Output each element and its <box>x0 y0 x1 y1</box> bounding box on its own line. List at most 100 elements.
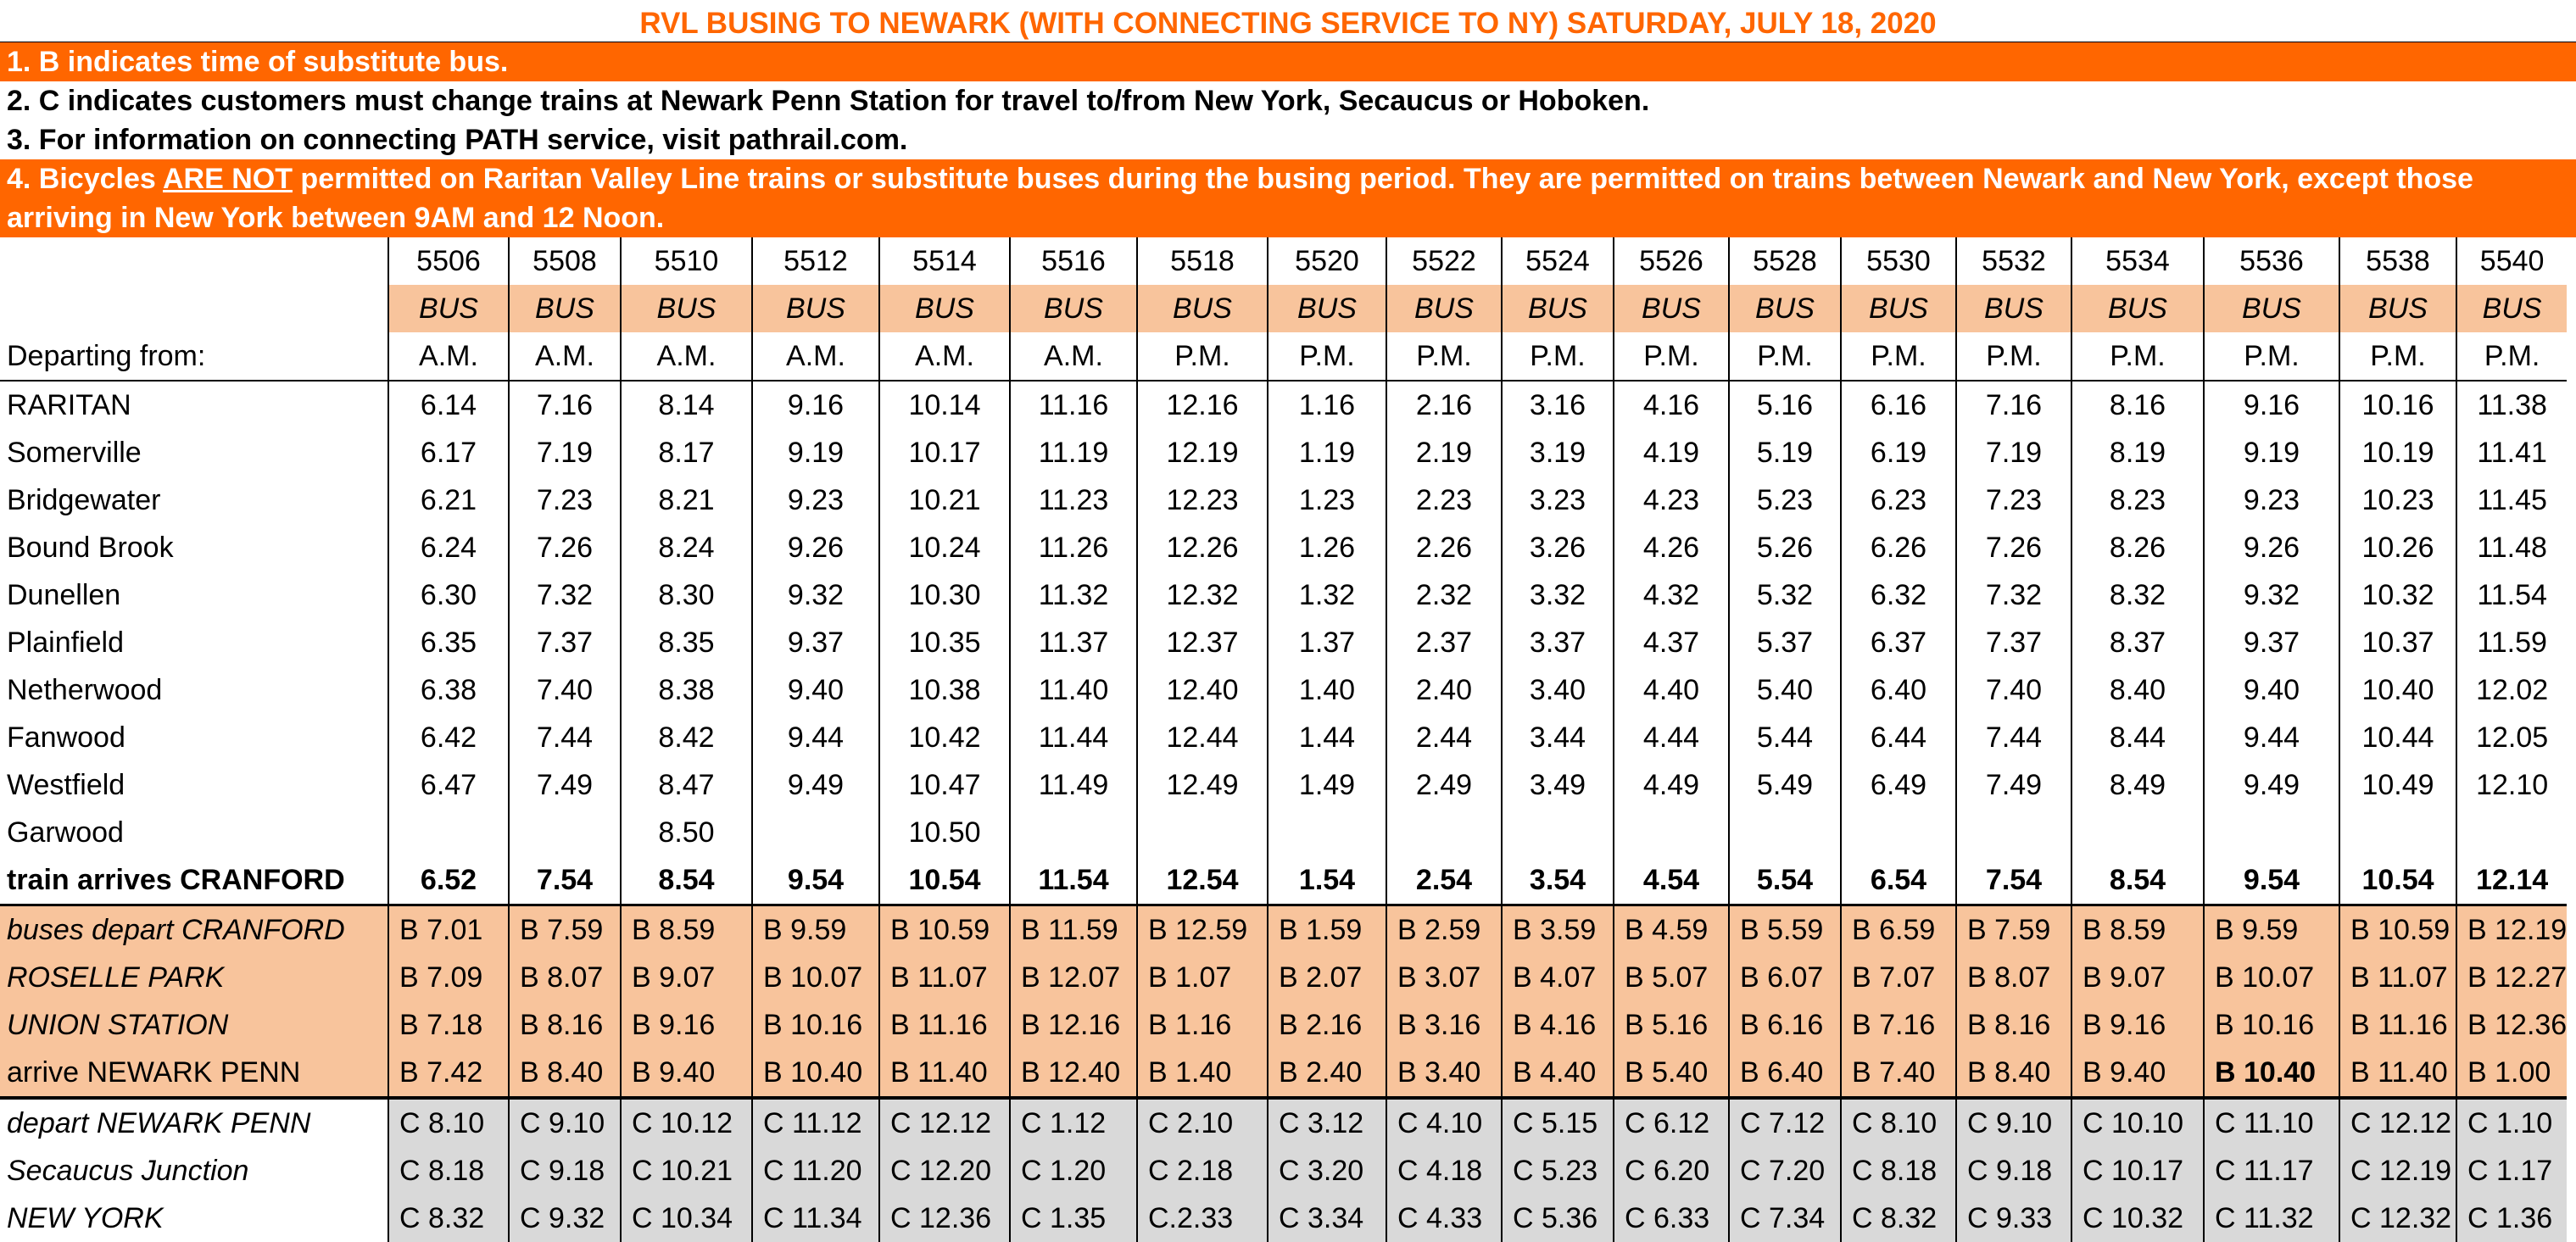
departure-time: 10.32 <box>2339 571 2456 619</box>
arrival-time: 11.54 <box>1009 856 1137 905</box>
departure-time: 1.19 <box>1267 429 1386 476</box>
departure-time: 7.16 <box>508 381 621 429</box>
departure-time: 6.42 <box>388 714 509 761</box>
arrival-time: 10.54 <box>878 856 1010 905</box>
connecting-time: C 1.10 <box>2455 1096 2568 1147</box>
mode-badge: BUS <box>1009 285 1137 332</box>
bus-time: B 10.59 <box>2339 904 2456 954</box>
departure-time: 4.37 <box>1613 619 1729 666</box>
departure-time: 6.32 <box>1840 571 1956 619</box>
ampm-marker: P.M. <box>1386 332 1502 382</box>
departure-time: 7.26 <box>508 524 621 571</box>
train-number: 5528 <box>1728 237 1841 285</box>
bus-time: B 1.16 <box>1136 1001 1268 1049</box>
departure-time: 12.10 <box>2455 761 2568 809</box>
bus-row: buses depart CRANFORD B 7.01 B 7.59 B 8.59 B… <box>0 904 2568 954</box>
departure-time: 4.26 <box>1613 524 1729 571</box>
departure-time: 3.37 <box>1501 619 1614 666</box>
departure-time: 7.19 <box>1955 429 2071 476</box>
connecting-time: C 8.18 <box>388 1147 509 1195</box>
bus-time: B 5.16 <box>1613 1001 1729 1049</box>
station-row: Fanwood 6.42 7.44 8.42 9.44 10.42 11.44 12.44 1.… <box>0 714 2568 761</box>
mode-badge: BUS <box>1267 285 1386 332</box>
departure-time: 8.37 <box>2071 619 2204 666</box>
bus-time: B 11.16 <box>2339 1001 2456 1049</box>
departure-time: 9.23 <box>751 476 879 524</box>
bus-time: B 7.59 <box>1955 904 2071 954</box>
departure-time: 12.26 <box>1136 524 1268 571</box>
connecting-time: C 9.18 <box>508 1147 621 1195</box>
arrival-time: 4.54 <box>1613 856 1729 905</box>
bus-time: B 10.16 <box>2203 1001 2339 1049</box>
train-number: 5536 <box>2203 237 2339 285</box>
bus-time: B 10.40 <box>2203 1049 2339 1098</box>
connecting-row: NEW YORK C 8.32 C 9.32 C 10.34 C 11.34 C 12.3… <box>0 1195 2568 1242</box>
arrival-time: 5.54 <box>1728 856 1841 905</box>
bus-stop-name: ROSELLE PARK <box>0 954 389 1001</box>
departure-time: 7.32 <box>1955 571 2071 619</box>
connecting-time: C 10.12 <box>620 1096 752 1147</box>
station-name: RARITAN <box>0 381 389 429</box>
bus-time: B 1.59 <box>1267 904 1386 954</box>
departure-time <box>1386 809 1502 856</box>
departure-time: 10.47 <box>878 761 1010 809</box>
train-number: 5538 <box>2339 237 2456 285</box>
bus-time: B 8.07 <box>508 954 621 1001</box>
bus-time: B 9.16 <box>620 1001 752 1049</box>
departure-time: 2.49 <box>1386 761 1502 809</box>
departure-time: 8.49 <box>2071 761 2204 809</box>
bus-time: B 4.07 <box>1501 954 1614 1001</box>
connecting-time: C 8.10 <box>1840 1096 1956 1147</box>
departure-time: 6.19 <box>1840 429 1956 476</box>
departure-time: 3.23 <box>1501 476 1614 524</box>
departure-time: 10.26 <box>2339 524 2456 571</box>
station-name: Dunellen <box>0 571 389 619</box>
departure-time: 8.50 <box>620 809 752 856</box>
departure-time: 6.14 <box>388 381 509 429</box>
connecting-time: C 11.20 <box>751 1147 879 1195</box>
ampm-marker: A.M. <box>388 332 509 382</box>
connecting-time: C 12.19 <box>2339 1147 2456 1195</box>
bus-time: B 4.40 <box>1501 1049 1614 1098</box>
departure-time: 7.32 <box>508 571 621 619</box>
bus-time: B 9.07 <box>2071 954 2204 1001</box>
bus-time: B 8.59 <box>2071 904 2204 954</box>
departure-time: 7.37 <box>508 619 621 666</box>
departure-time <box>2071 809 2204 856</box>
bus-time: B 3.59 <box>1501 904 1614 954</box>
departure-time: 5.44 <box>1728 714 1841 761</box>
bus-time: B 7.16 <box>1840 1001 1956 1049</box>
departure-time: 11.54 <box>2455 571 2568 619</box>
connecting-time: C 4.18 <box>1386 1147 1502 1195</box>
connecting-row: Secaucus Junction C 8.18 C 9.18 C 10.21 C 11… <box>0 1147 2568 1195</box>
departure-time: 9.19 <box>751 429 879 476</box>
connecting-time: C 10.34 <box>620 1195 752 1242</box>
mode-badge: BUS <box>1501 285 1614 332</box>
departure-time: 2.32 <box>1386 571 1502 619</box>
station-name: Fanwood <box>0 714 389 761</box>
departure-time: 10.49 <box>2339 761 2456 809</box>
train-number: 5506 <box>388 237 509 285</box>
mode-badge: BUS <box>2455 285 2568 332</box>
departure-time: 2.37 <box>1386 619 1502 666</box>
connecting-time: C 3.34 <box>1267 1195 1386 1242</box>
departure-time: 9.32 <box>751 571 879 619</box>
bus-time: B 5.07 <box>1613 954 1729 1001</box>
departure-time: 1.32 <box>1267 571 1386 619</box>
departure-time: 6.16 <box>1840 381 1956 429</box>
departure-time: 9.49 <box>2203 761 2339 809</box>
departure-time: 2.44 <box>1386 714 1502 761</box>
mode-badge: BUS <box>508 285 621 332</box>
train-number: 5508 <box>508 237 621 285</box>
departure-time: 4.49 <box>1613 761 1729 809</box>
connecting-time: C 5.15 <box>1501 1096 1614 1147</box>
bus-row: UNION STATION B 7.18 B 8.16 B 9.16 B 10.16 B … <box>0 1001 2568 1049</box>
departure-time: 4.23 <box>1613 476 1729 524</box>
departure-time: 6.40 <box>1840 666 1956 714</box>
departure-time: 3.19 <box>1501 429 1614 476</box>
departure-time: 8.26 <box>2071 524 2204 571</box>
ampm-marker: P.M. <box>1267 332 1386 382</box>
bus-time: B 9.59 <box>2203 904 2339 954</box>
connecting-time: C 7.20 <box>1728 1147 1841 1195</box>
departure-time: 8.47 <box>620 761 752 809</box>
